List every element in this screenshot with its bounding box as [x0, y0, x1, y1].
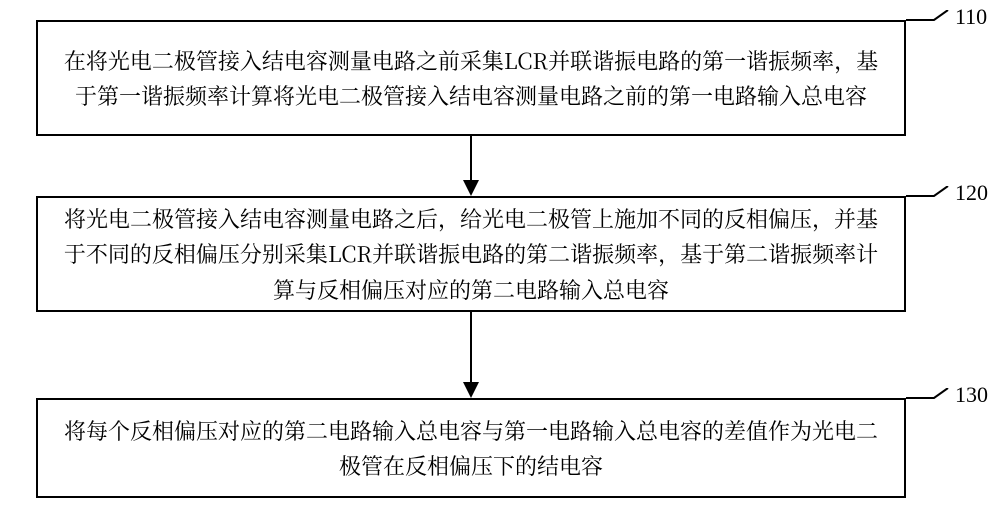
flowchart-canvas: 在将光电二极管接入结电容测量电路之前采集LCR并联谐振电路的第一谐振频率，基于第… — [0, 0, 1000, 518]
lead-line-120 — [906, 186, 954, 204]
lead-line-130 — [906, 388, 954, 406]
flowchart-node-130: 将每个反相偏压对应的第二电路输入总电容与第一电路输入总电容的差值作为光电二极管在… — [36, 398, 906, 498]
reference-label-130: 130 — [955, 382, 988, 408]
flowchart-node-120: 将光电二极管接入结电容测量电路之后，给光电二极管上施加不同的反相偏压，并基于不同… — [36, 196, 906, 312]
reference-label-120: 120 — [955, 180, 988, 206]
flow-arrow-2 — [461, 312, 481, 398]
flowchart-node-110: 在将光电二极管接入结电容测量电路之前采集LCR并联谐振电路的第一谐振频率，基于第… — [36, 20, 906, 136]
reference-label-110: 110 — [955, 4, 987, 30]
flowchart-node-130-text: 将每个反相偏压对应的第二电路输入总电容与第一电路输入总电容的差值作为光电二极管在… — [58, 413, 884, 483]
flowchart-node-110-text: 在将光电二极管接入结电容测量电路之前采集LCR并联谐振电路的第一谐振频率，基于第… — [58, 43, 884, 113]
flowchart-node-120-text: 将光电二极管接入结电容测量电路之后，给光电二极管上施加不同的反相偏压，并基于不同… — [58, 201, 884, 307]
lead-line-110 — [906, 10, 954, 28]
flow-arrow-1 — [461, 136, 481, 196]
